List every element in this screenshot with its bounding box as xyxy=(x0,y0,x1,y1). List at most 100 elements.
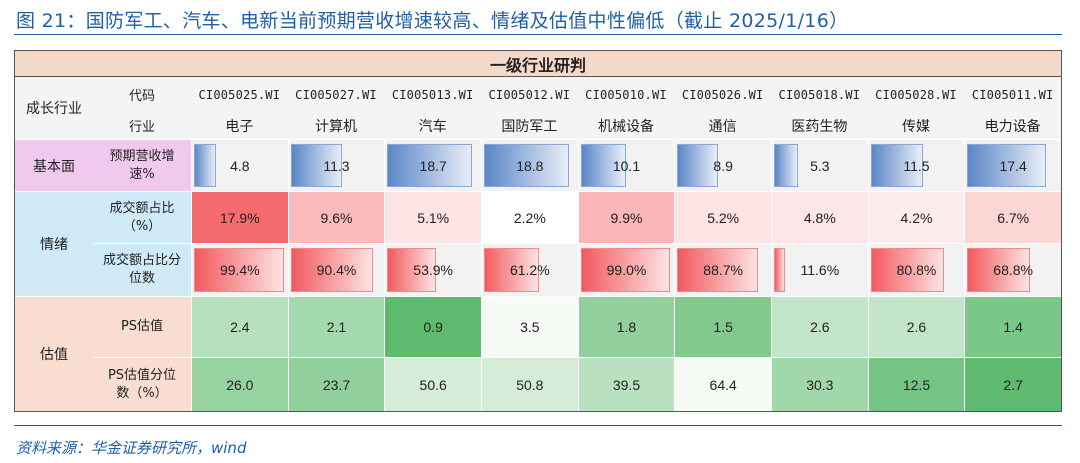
metric-label: PS估值分位数（%） xyxy=(93,357,191,411)
value-bar xyxy=(870,144,923,187)
cell-value: 90.4% xyxy=(316,262,357,278)
cell-value: 5.1% xyxy=(417,209,450,226)
cell-value: 1.4 xyxy=(1003,319,1023,335)
cell-value: 6.7% xyxy=(997,209,1030,226)
data-cell: 2.4 xyxy=(191,296,288,357)
cell-value: 50.6 xyxy=(419,376,447,393)
source-note: 资料来源：华金证券研究所，wind xyxy=(16,439,247,457)
data-cell: 9.9% xyxy=(577,191,675,243)
data-cell: 17.4 xyxy=(964,139,1061,191)
cell-value: 8.9 xyxy=(713,157,733,174)
industry-name: 通信 xyxy=(674,112,771,139)
cell-value: 11.5 xyxy=(903,157,930,174)
industry-code: CI005013.WI xyxy=(384,77,481,112)
data-cell: 99.0% xyxy=(577,243,675,296)
industry-name: 国防军工 xyxy=(481,112,578,139)
cell-value: 80.8% xyxy=(896,262,937,278)
cell-value: 64.4 xyxy=(709,376,737,393)
industry-name: 传媒 xyxy=(867,112,965,139)
cell-value: 4.8 xyxy=(230,157,250,174)
cell-value: 2.6 xyxy=(810,319,830,335)
data-cell: 30.3 xyxy=(771,357,868,411)
data-cell: 9.6% xyxy=(287,191,385,243)
data-cell: 50.6 xyxy=(384,357,481,411)
industry-name: 电子 xyxy=(191,112,288,139)
industry-name: 计算机 xyxy=(287,112,385,139)
value-bar xyxy=(387,248,437,292)
data-cell: 2.1 xyxy=(287,296,385,357)
industry-code: CI005025.WI xyxy=(191,77,288,112)
cell-value: 4.8% xyxy=(803,209,836,226)
cell-value: 88.7% xyxy=(703,262,743,278)
cell-value: 68.8% xyxy=(993,262,1033,278)
value-bar xyxy=(967,248,1030,292)
data-cell: 90.4% xyxy=(287,243,385,296)
group-label-1: 情绪 xyxy=(15,191,93,296)
data-cell: 12.5 xyxy=(867,357,965,411)
cell-value: 2.6 xyxy=(906,319,927,335)
industry-code: CI005010.WI xyxy=(577,77,675,112)
industry-label: 行业 xyxy=(93,112,191,139)
group-label-0: 基本面 xyxy=(15,139,93,191)
value-bar xyxy=(290,248,373,292)
cell-value: 61.2% xyxy=(509,262,550,278)
data-cell: 64.4 xyxy=(674,357,771,411)
value-bar xyxy=(484,248,540,292)
value-bar xyxy=(194,248,285,292)
value-bar xyxy=(194,144,216,187)
cell-value: 39.5 xyxy=(612,376,641,393)
cell-value: 9.6% xyxy=(320,209,353,226)
industry-code: CI005011.WI xyxy=(964,77,1061,112)
data-cell: 10.1 xyxy=(577,139,675,191)
data-cell: 11.3 xyxy=(287,139,385,191)
data-cell: 1.4 xyxy=(964,296,1061,357)
cell-value: 12.5 xyxy=(902,376,931,393)
value-bar xyxy=(967,144,1047,187)
metric-label: 成交额占比分位数 xyxy=(93,243,191,296)
value-bar xyxy=(290,144,342,187)
data-cell: 26.0 xyxy=(191,357,288,411)
data-cell: 8.9 xyxy=(674,139,771,191)
data-cell: 3.5 xyxy=(481,296,578,357)
cell-value: 5.3 xyxy=(810,157,830,174)
data-cell: 0.9 xyxy=(384,296,481,357)
value-bar xyxy=(387,144,473,187)
metric-label: PS估值 xyxy=(93,296,191,357)
value-bar xyxy=(677,248,758,292)
cell-value: 2.2% xyxy=(513,209,546,226)
cell-value: 2.7 xyxy=(1003,376,1023,393)
cell-value: 99.4% xyxy=(219,262,260,278)
industry-code: CI005026.WI xyxy=(674,77,771,112)
cell-value: 5.2% xyxy=(707,209,740,226)
cell-value: 99.0% xyxy=(606,262,647,278)
industry-name: 电力设备 xyxy=(964,112,1061,139)
cell-value: 18.7 xyxy=(419,157,447,174)
cell-value: 53.9% xyxy=(413,262,453,278)
title-rule xyxy=(14,34,1062,35)
industry-code: CI005027.WI xyxy=(287,77,385,112)
data-cell: 17.9% xyxy=(191,191,288,243)
value-bar xyxy=(677,144,718,187)
data-cell: 88.7% xyxy=(674,243,771,296)
figure-title: 图 21：国防军工、汽车、电新当前预期营收增速较高、情绪及估值中性偏低（截止 2… xyxy=(16,10,849,32)
data-cell: 5.3 xyxy=(771,139,868,191)
source-rule xyxy=(14,425,1062,426)
cell-value: 23.7 xyxy=(322,376,351,393)
cell-value: 11.6% xyxy=(800,262,840,278)
data-cell: 18.8 xyxy=(481,139,578,191)
data-cell: 4.8 xyxy=(191,139,288,191)
industry-name: 机械设备 xyxy=(577,112,675,139)
data-cell: 50.8 xyxy=(481,357,578,411)
data-cell: 6.7% xyxy=(964,191,1061,243)
industry-code: CI005018.WI xyxy=(771,77,868,112)
metric-label: 预期营收增速% xyxy=(93,139,191,191)
data-cell: 4.8% xyxy=(771,191,868,243)
cell-value: 17.4 xyxy=(999,157,1027,174)
table-header-title: 一级行业研判 xyxy=(15,51,1061,77)
data-cell: 11.6% xyxy=(771,243,868,296)
cell-value: 1.5 xyxy=(713,319,733,335)
data-cell: 18.7 xyxy=(384,139,481,191)
industry-table: 一级行业研判 成长行业 代码 行业 CI005025.WI 电子 CI005027.WI 计算… xyxy=(14,50,1062,412)
cell-value: 3.5 xyxy=(520,319,540,335)
value-bar xyxy=(484,144,570,187)
